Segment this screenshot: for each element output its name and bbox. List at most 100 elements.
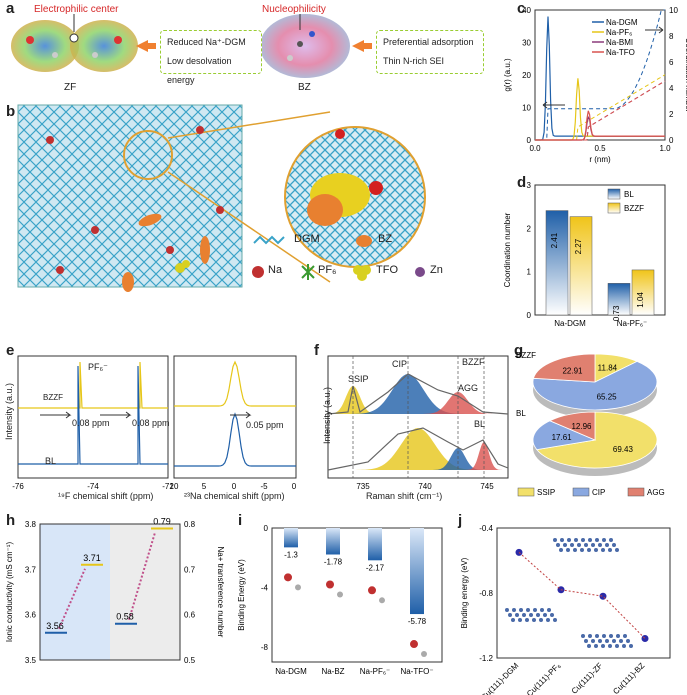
j-slab-atom (556, 543, 560, 547)
e-xlabel-2: ²³Na chemical shift (ppm) (184, 491, 285, 501)
pf6-icon (301, 264, 315, 280)
j-slab-atom (605, 639, 609, 643)
g-pie-name: BZZF (516, 351, 536, 360)
legend-pf6: PF₆ (318, 264, 337, 276)
j-slab-atom (587, 644, 591, 648)
j-slab-atom (629, 644, 633, 648)
i-bar-label: -1.3 (284, 550, 298, 559)
g-slice-label: 69.43 (613, 445, 634, 454)
f-xlabel: Raman shift (cm⁻¹) (366, 491, 443, 501)
j-slab-atom (612, 543, 616, 547)
c-y2tick: 8 (669, 32, 674, 41)
j-frame (496, 527, 671, 659)
i-ytick: 0 (264, 524, 269, 533)
dgm-icon (253, 235, 285, 245)
panel-b-legend (252, 235, 425, 281)
panel-a-box-1: Reduced Na⁺-DGM Low desolvation energy (160, 30, 262, 85)
j-slab-atom (567, 538, 571, 542)
j-slab-atom (543, 613, 547, 617)
d-bar (569, 216, 593, 316)
bz-icon (356, 235, 372, 247)
f-agg-label: AGG (458, 383, 479, 393)
e-bl-label: BL (45, 456, 57, 466)
c-legend-label: Na-DGM (606, 18, 638, 27)
nucleophilicity-title: Nucleophilicity (262, 4, 326, 15)
h-ytick: 3.8 (25, 520, 37, 529)
h-bg-right (110, 524, 180, 660)
j-slab-atom (574, 538, 578, 542)
h-y2tick: 0.6 (184, 611, 196, 620)
f-xtick: 745 (480, 482, 494, 491)
f-bzzf-label: BZZF (462, 357, 485, 367)
panel-h-chart: 3.5 3.6 3.7 3.8 0.5 0.6 0.7 0.8 Ionic conductivi… (5, 517, 225, 665)
g-legend-swatch (517, 487, 535, 497)
legend-tfo: TFO (376, 264, 398, 276)
e-frame-2 (173, 355, 297, 479)
j-slab-atom (566, 548, 570, 552)
j-point (641, 635, 649, 642)
j-slab-atom (505, 608, 509, 612)
i-atom (337, 591, 343, 598)
d-ytick: 2 (527, 224, 532, 233)
j-slab-atom (508, 613, 512, 617)
h-after-label: 3.71 (83, 553, 101, 563)
j-slab-atom (623, 634, 627, 638)
e-pf6-label: PF₆⁻ (88, 362, 108, 372)
c-xtick: 0.5 (594, 144, 606, 153)
h-before-label: 3.56 (46, 621, 64, 631)
c-cn-line (535, 9, 665, 141)
i-atom (421, 651, 427, 658)
c-ytick: 20 (522, 71, 531, 80)
j-slab-atom (553, 618, 557, 622)
d-bar (631, 269, 655, 316)
j-slab-atom (581, 634, 585, 638)
e-bl-f19 (18, 365, 168, 465)
e-xtick-2: 10 (170, 482, 179, 491)
i-bar (368, 528, 382, 561)
c-series-line (535, 16, 665, 141)
h-frame (39, 523, 181, 661)
j-xtick: Cu(111)-DGM (479, 661, 520, 695)
j-slab-atom (570, 543, 574, 547)
d-legend-swatch (607, 188, 621, 200)
j-ytick: -0.4 (479, 524, 493, 533)
j-slab-atom (605, 543, 609, 547)
c-y2tick: 0 (669, 136, 674, 145)
panel-g-label: g (514, 342, 524, 359)
j-slab-atom (598, 639, 602, 643)
d-ylabel: Coordination number (503, 212, 512, 287)
j-slab-atom (525, 618, 529, 622)
d-legend-swatch (607, 202, 621, 214)
e-bzzf-label: BZZF (43, 393, 63, 402)
zn-icon (415, 267, 425, 277)
j-slab-atom (518, 618, 522, 622)
f-ssip-label: SSIP (348, 374, 369, 384)
j-slab-atom (609, 634, 613, 638)
i-xtick: Na-DGM (275, 667, 307, 676)
j-ytick: -0.8 (479, 589, 493, 598)
j-slab-atom (616, 634, 620, 638)
j-slab-atom (515, 613, 519, 617)
j-slab-atom (626, 639, 630, 643)
g-slice-label: 22.91 (562, 366, 583, 375)
h-ytick: 3.7 (25, 565, 37, 574)
c-legend-label: Na-BMI (606, 38, 633, 47)
j-slab-atom (595, 538, 599, 542)
c-ytick: 0 (527, 136, 532, 145)
c-y2tick: 10 (669, 6, 678, 15)
box2-line1: Preferential adsorption (383, 37, 474, 47)
i-atom-na (284, 573, 292, 582)
j-xtick: Cu(111)-PF₆ (525, 661, 562, 695)
g-slice-label: 65.25 (597, 393, 618, 402)
f-bzzf-ssip (323, 386, 383, 414)
i-bar (284, 528, 298, 548)
e-ylabel: Intensity (a.u.) (4, 382, 14, 440)
e-frame-1 (17, 355, 169, 479)
c-y2tick: 6 (669, 58, 674, 67)
f-cip-label: CIP (392, 359, 408, 369)
j-slab-atom (608, 548, 612, 552)
panel-j-chart: -0.4 -0.8 -1.2 Binding energy (eV) Cu(111)-D… (460, 524, 671, 695)
e-arrow-2 (100, 411, 132, 419)
c-cn-line (535, 74, 666, 141)
j-slab-atom (547, 608, 551, 612)
